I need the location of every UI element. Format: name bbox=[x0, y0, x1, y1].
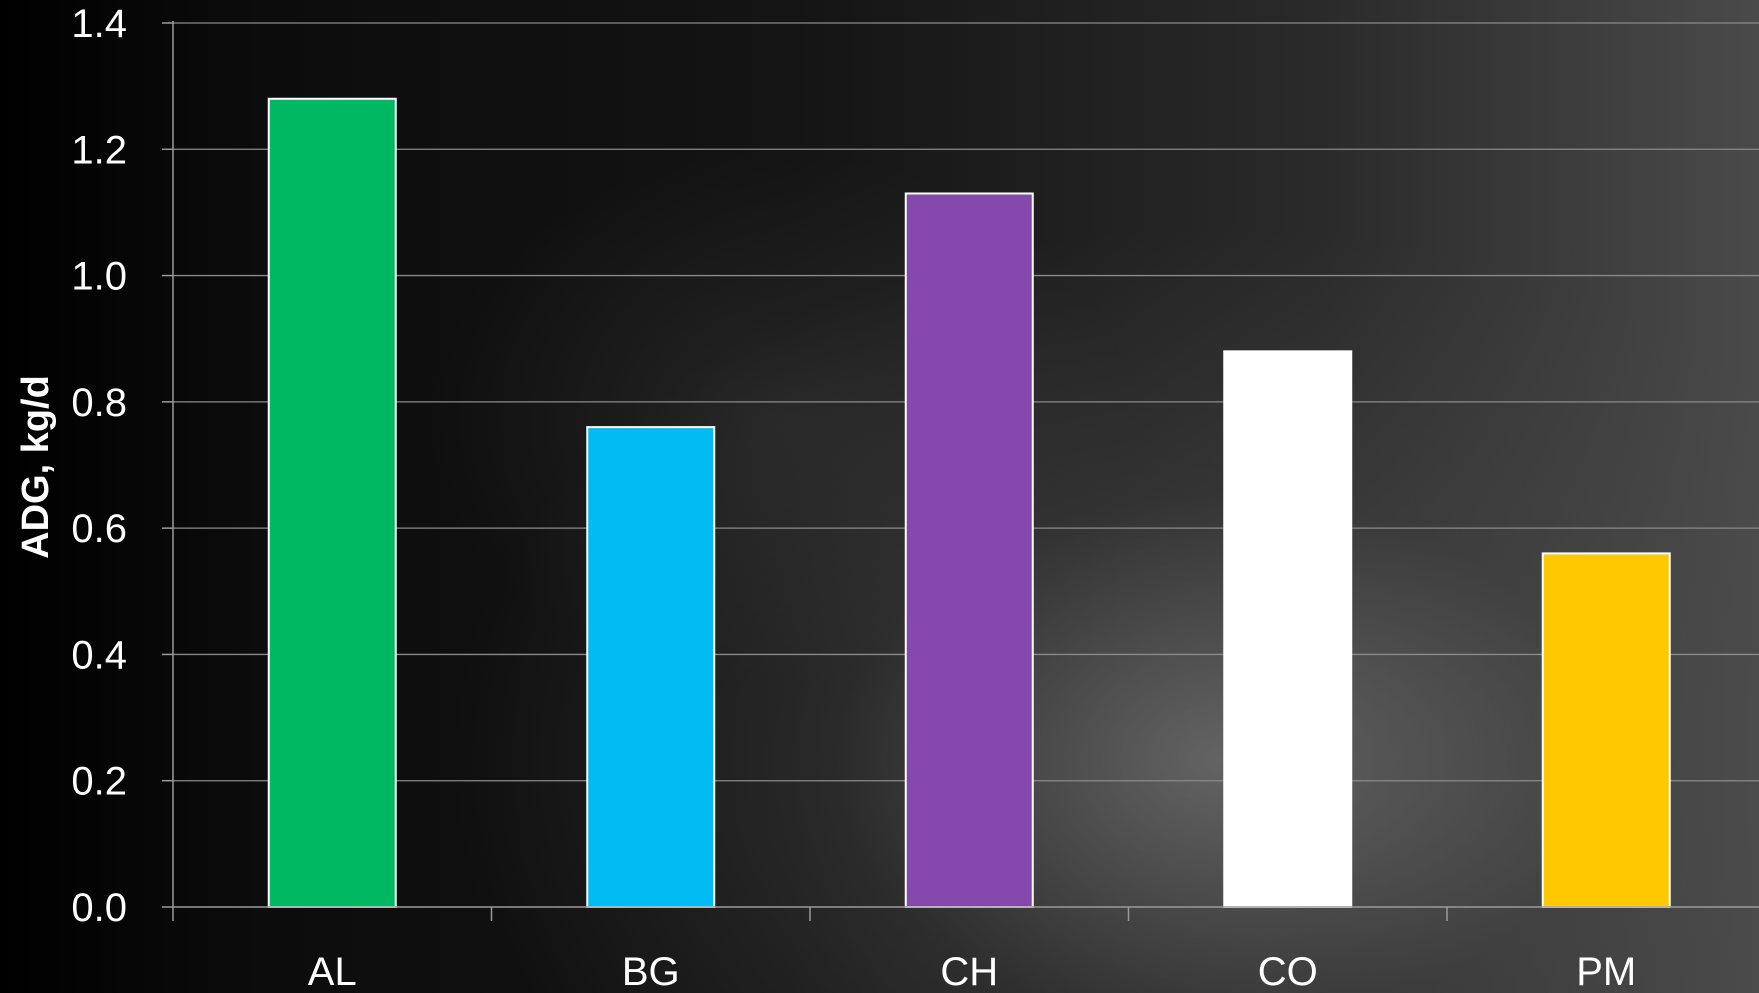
bar-co bbox=[1223, 350, 1353, 909]
y-tick-label: 1.4 bbox=[71, 2, 127, 46]
x-tick-label: BG bbox=[622, 950, 680, 993]
x-tick-label: PM bbox=[1576, 950, 1636, 993]
bar-ch bbox=[904, 192, 1034, 908]
y-tick-label: 0.2 bbox=[71, 760, 127, 804]
bars bbox=[267, 97, 1671, 909]
y-tick-label: 0.6 bbox=[71, 507, 127, 551]
bar-pm bbox=[1541, 552, 1671, 909]
bar-bg bbox=[586, 426, 716, 908]
y-tick-label: 0.8 bbox=[71, 381, 127, 425]
x-tick-label: CH bbox=[940, 950, 998, 993]
axes bbox=[162, 21, 1759, 921]
x-tick-label: CO bbox=[1258, 950, 1318, 993]
y-tick-labels: 0.0 0.2 0.4 0.6 0.8 1.0 1.2 1.4 bbox=[71, 2, 127, 930]
bar-al bbox=[267, 97, 397, 909]
y-axis-label: ADG, kg/d bbox=[15, 375, 57, 559]
y-tick-label: 0.4 bbox=[71, 633, 127, 677]
y-tick-label: 1.2 bbox=[71, 128, 127, 172]
x-tick-label: AL bbox=[308, 950, 357, 993]
x-tick-labels: AL BG CH CO PM bbox=[308, 950, 1636, 993]
y-tick-label: 1.0 bbox=[71, 255, 127, 299]
y-tick-label: 0.0 bbox=[71, 886, 127, 930]
